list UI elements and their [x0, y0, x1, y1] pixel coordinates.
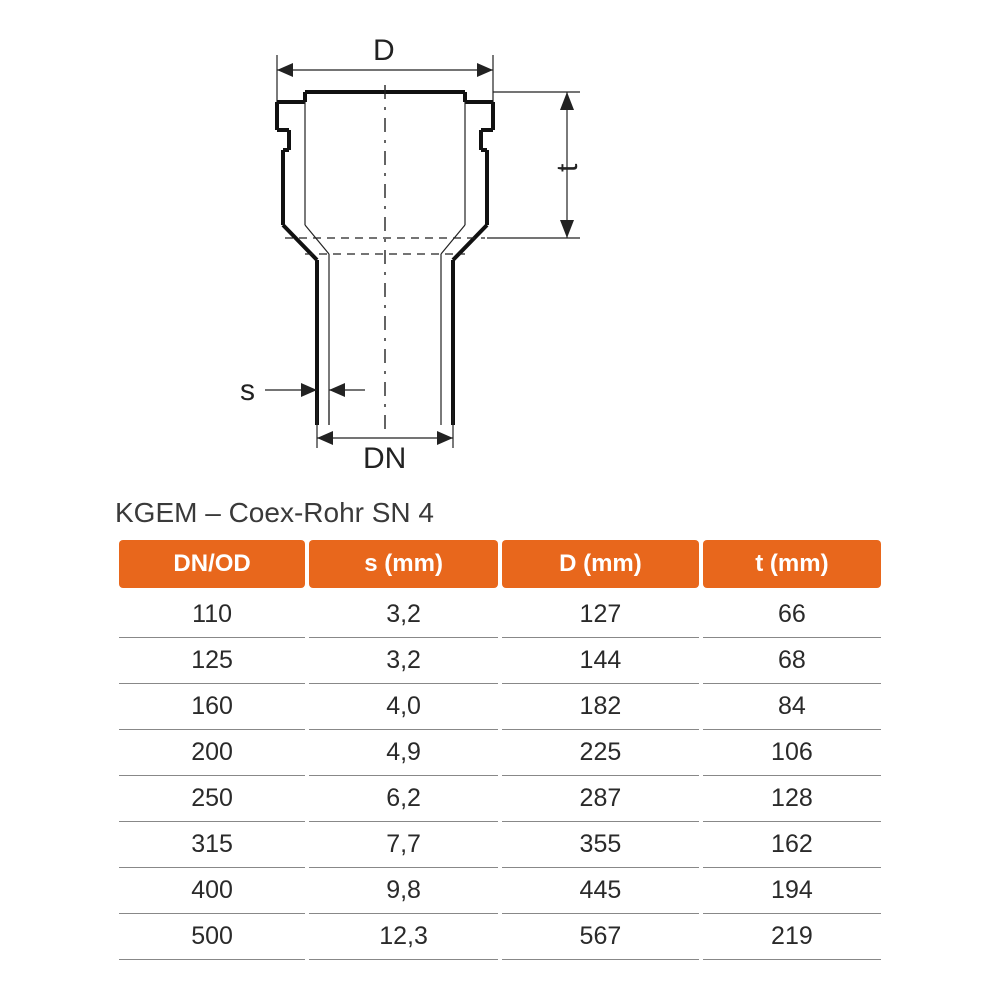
- table-header-row: DN/OD s (mm) D (mm) t (mm): [119, 540, 881, 588]
- table-cell: 500: [119, 914, 305, 960]
- table-row: 3157,7355162: [119, 822, 881, 868]
- col-s: s (mm): [309, 540, 498, 588]
- table-cell: 250: [119, 776, 305, 822]
- table-cell: 225: [502, 730, 699, 776]
- table-cell: 3,2: [309, 588, 498, 638]
- table-row: 1103,212766: [119, 588, 881, 638]
- table-cell: 6,2: [309, 776, 498, 822]
- table-cell: 355: [502, 822, 699, 868]
- table-cell: 315: [119, 822, 305, 868]
- table-row: 50012,3567219: [119, 914, 881, 960]
- table-cell: 125: [119, 638, 305, 684]
- table-row: 2004,9225106: [119, 730, 881, 776]
- col-D: D (mm): [502, 540, 699, 588]
- table-cell: 3,2: [309, 638, 498, 684]
- table-cell: 106: [703, 730, 881, 776]
- table-cell: 4,0: [309, 684, 498, 730]
- table-cell: 445: [502, 868, 699, 914]
- spec-table: DN/OD s (mm) D (mm) t (mm) 1103,21276612…: [115, 540, 885, 960]
- table-cell: 84: [703, 684, 881, 730]
- table-row: 1253,214468: [119, 638, 881, 684]
- table-cell: 162: [703, 822, 881, 868]
- table-cell: 127: [502, 588, 699, 638]
- dim-label-D: D: [373, 34, 395, 67]
- dim-label-DN: DN: [363, 442, 406, 470]
- table-cell: 182: [502, 684, 699, 730]
- table-cell: 194: [703, 868, 881, 914]
- table-cell: 219: [703, 914, 881, 960]
- dim-label-t: t: [551, 163, 584, 172]
- table-cell: 287: [502, 776, 699, 822]
- table-cell: 7,7: [309, 822, 498, 868]
- dim-label-s: s: [240, 374, 255, 407]
- table-cell: 110: [119, 588, 305, 638]
- table-cell: 4,9: [309, 730, 498, 776]
- table-cell: 144: [502, 638, 699, 684]
- table-cell: 160: [119, 684, 305, 730]
- table-cell: 12,3: [309, 914, 498, 960]
- table-row: 4009,8445194: [119, 868, 881, 914]
- table-cell: 68: [703, 638, 881, 684]
- table-cell: 66: [703, 588, 881, 638]
- table-row: 2506,2287128: [119, 776, 881, 822]
- pipe-diagram-svg: D t s: [205, 30, 665, 470]
- table-cell: 567: [502, 914, 699, 960]
- col-dn-od: DN/OD: [119, 540, 305, 588]
- table-row: 1604,018284: [119, 684, 881, 730]
- table-cell: 9,8: [309, 868, 498, 914]
- col-t: t (mm): [703, 540, 881, 588]
- table-title: KGEM – Coex-Rohr SN 4: [115, 497, 434, 529]
- pipe-diagram: D t s: [205, 30, 665, 470]
- table-cell: 200: [119, 730, 305, 776]
- table-cell: 128: [703, 776, 881, 822]
- table-cell: 400: [119, 868, 305, 914]
